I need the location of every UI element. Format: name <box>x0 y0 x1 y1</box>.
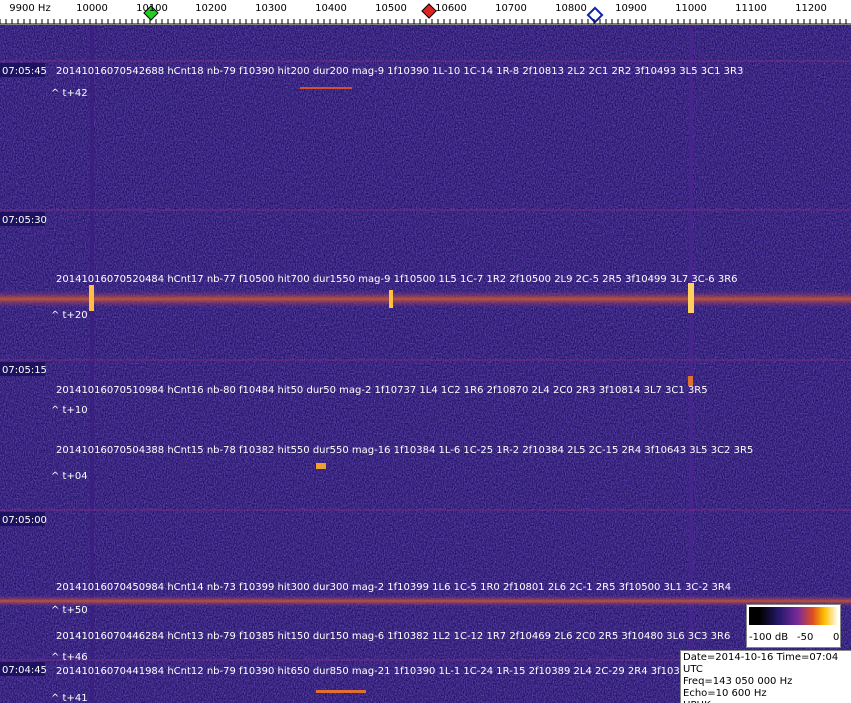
info-box: Date=2014-10-16 Time=07:04 UTC Freq=143 0… <box>680 650 851 703</box>
colorbar-gradient <box>749 607 838 625</box>
frequency-label: 11100 <box>735 3 767 14</box>
marker-red[interactable] <box>421 3 437 19</box>
time-label-bg <box>0 362 45 376</box>
markers <box>143 3 604 24</box>
detection-offset: ^ t+50 <box>51 605 88 616</box>
detection-text: 20141016070446284 hCnt13 nb-79 f10385 hi… <box>56 631 730 642</box>
colorbar-label: -50 <box>797 632 814 643</box>
frequency-label: 10700 <box>495 3 527 14</box>
detection-text: 20141016070504388 hCnt15 nb-78 f10382 hi… <box>56 445 753 456</box>
frequency-label: 10100 <box>136 3 168 14</box>
time-label: 07:05:15 <box>2 365 47 376</box>
detection-offset: ^ t+10 <box>51 405 88 416</box>
colorbar-label: 0 <box>833 632 840 643</box>
frequency-label: 10300 <box>255 3 287 14</box>
info-line: Date=2014-10-16 Time=07:04 UTC <box>683 652 839 675</box>
info-line: Echo=10 600 Hz <box>683 688 767 699</box>
info-line: HPHK <box>683 700 849 703</box>
frequency-label: 10200 <box>195 3 227 14</box>
time-label: 07:05:00 <box>2 515 47 526</box>
frequency-label: 10500 <box>375 3 407 14</box>
time-label: 07:04:45 <box>2 665 47 676</box>
time-label: 07:05:30 <box>2 215 47 226</box>
echo <box>300 87 352 89</box>
time-label-bg <box>0 212 45 226</box>
frequency-label: 10600 <box>435 3 467 14</box>
detection-offset: ^ t+20 <box>51 310 88 321</box>
noise <box>0 25 851 703</box>
echo <box>688 283 694 313</box>
detection-offset: ^ t+41 <box>51 693 88 703</box>
detection-offset: ^ t+04 <box>51 471 88 482</box>
time-label-bg <box>0 512 45 526</box>
echo <box>389 290 393 308</box>
detection-text: 20141016070441984 hCnt12 nb-79 f10390 hi… <box>56 666 760 677</box>
detection-text: 20141016070520484 hCnt17 nb-77 f10500 hi… <box>56 274 738 285</box>
colorbar-label: -100 dB <box>749 632 789 643</box>
frequency-label: 10400 <box>315 3 347 14</box>
frequency-label: 10800 <box>555 3 587 14</box>
detection-offset: ^ t+46 <box>51 652 88 663</box>
carrier-line <box>689 25 693 703</box>
frequency-label: 9900 Hz <box>9 3 50 14</box>
frequency-label: 10000 <box>76 3 108 14</box>
time-label: 07:05:45 <box>2 66 47 77</box>
echo <box>89 285 94 311</box>
echo <box>316 690 366 693</box>
detection-text: 20141016070510984 hCnt16 nb-80 f10484 hi… <box>56 385 708 396</box>
detection-text: 20141016070450984 hCnt14 nb-73 f10399 hi… <box>56 582 731 593</box>
marker-blue[interactable] <box>586 6 604 24</box>
frequency-label: 10900 <box>615 3 647 14</box>
time-label-bg <box>0 63 45 77</box>
carrier-line <box>90 25 94 703</box>
colorbar: -100 dB -50 0 <box>746 604 841 648</box>
time-label-bg <box>0 662 45 676</box>
echo <box>688 376 693 386</box>
detection-text: 20141016070542688 hCnt18 nb-79 f10390 hi… <box>56 66 743 77</box>
echo-band <box>0 290 851 308</box>
marker-green[interactable] <box>143 5 159 21</box>
detection-offset: ^ t+42 <box>51 88 88 99</box>
echo-band <box>0 595 851 607</box>
info-line: Freq=143 050 000 Hz <box>683 676 793 687</box>
frequency-label: 11000 <box>675 3 707 14</box>
echo <box>316 463 326 469</box>
frequency-label: 11200 <box>795 3 827 14</box>
